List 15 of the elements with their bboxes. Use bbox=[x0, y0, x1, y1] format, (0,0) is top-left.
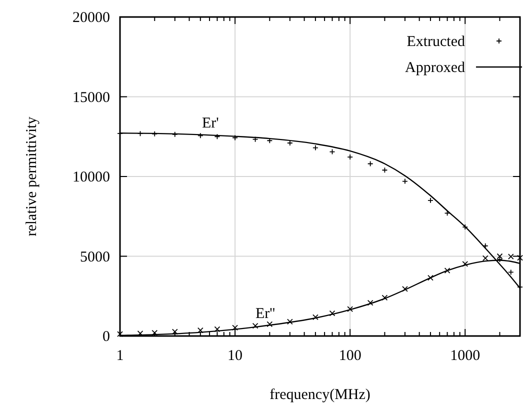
y-tick-label: 0 bbox=[102, 329, 110, 345]
annotation: Er'' bbox=[256, 306, 276, 322]
x-tick-label: 10 bbox=[228, 348, 243, 364]
y-tick-label: 5000 bbox=[80, 249, 110, 266]
y-axis-title: relative permittivity bbox=[24, 116, 40, 236]
y-tick-label: 20000 bbox=[72, 10, 110, 26]
y-tick-label: 10000 bbox=[72, 170, 110, 186]
x-axis-title: frequency(MHz) bbox=[270, 387, 370, 403]
x-tick-label: 1000 bbox=[450, 348, 480, 364]
annotation: Er' bbox=[202, 116, 220, 132]
x-tick-label: 1 bbox=[116, 348, 124, 364]
y-tick-label: 15000 bbox=[72, 90, 110, 106]
legend-label: Approxed bbox=[405, 60, 466, 76]
legend-label: Extructed bbox=[406, 34, 466, 50]
x-tick-label: 100 bbox=[338, 348, 362, 364]
